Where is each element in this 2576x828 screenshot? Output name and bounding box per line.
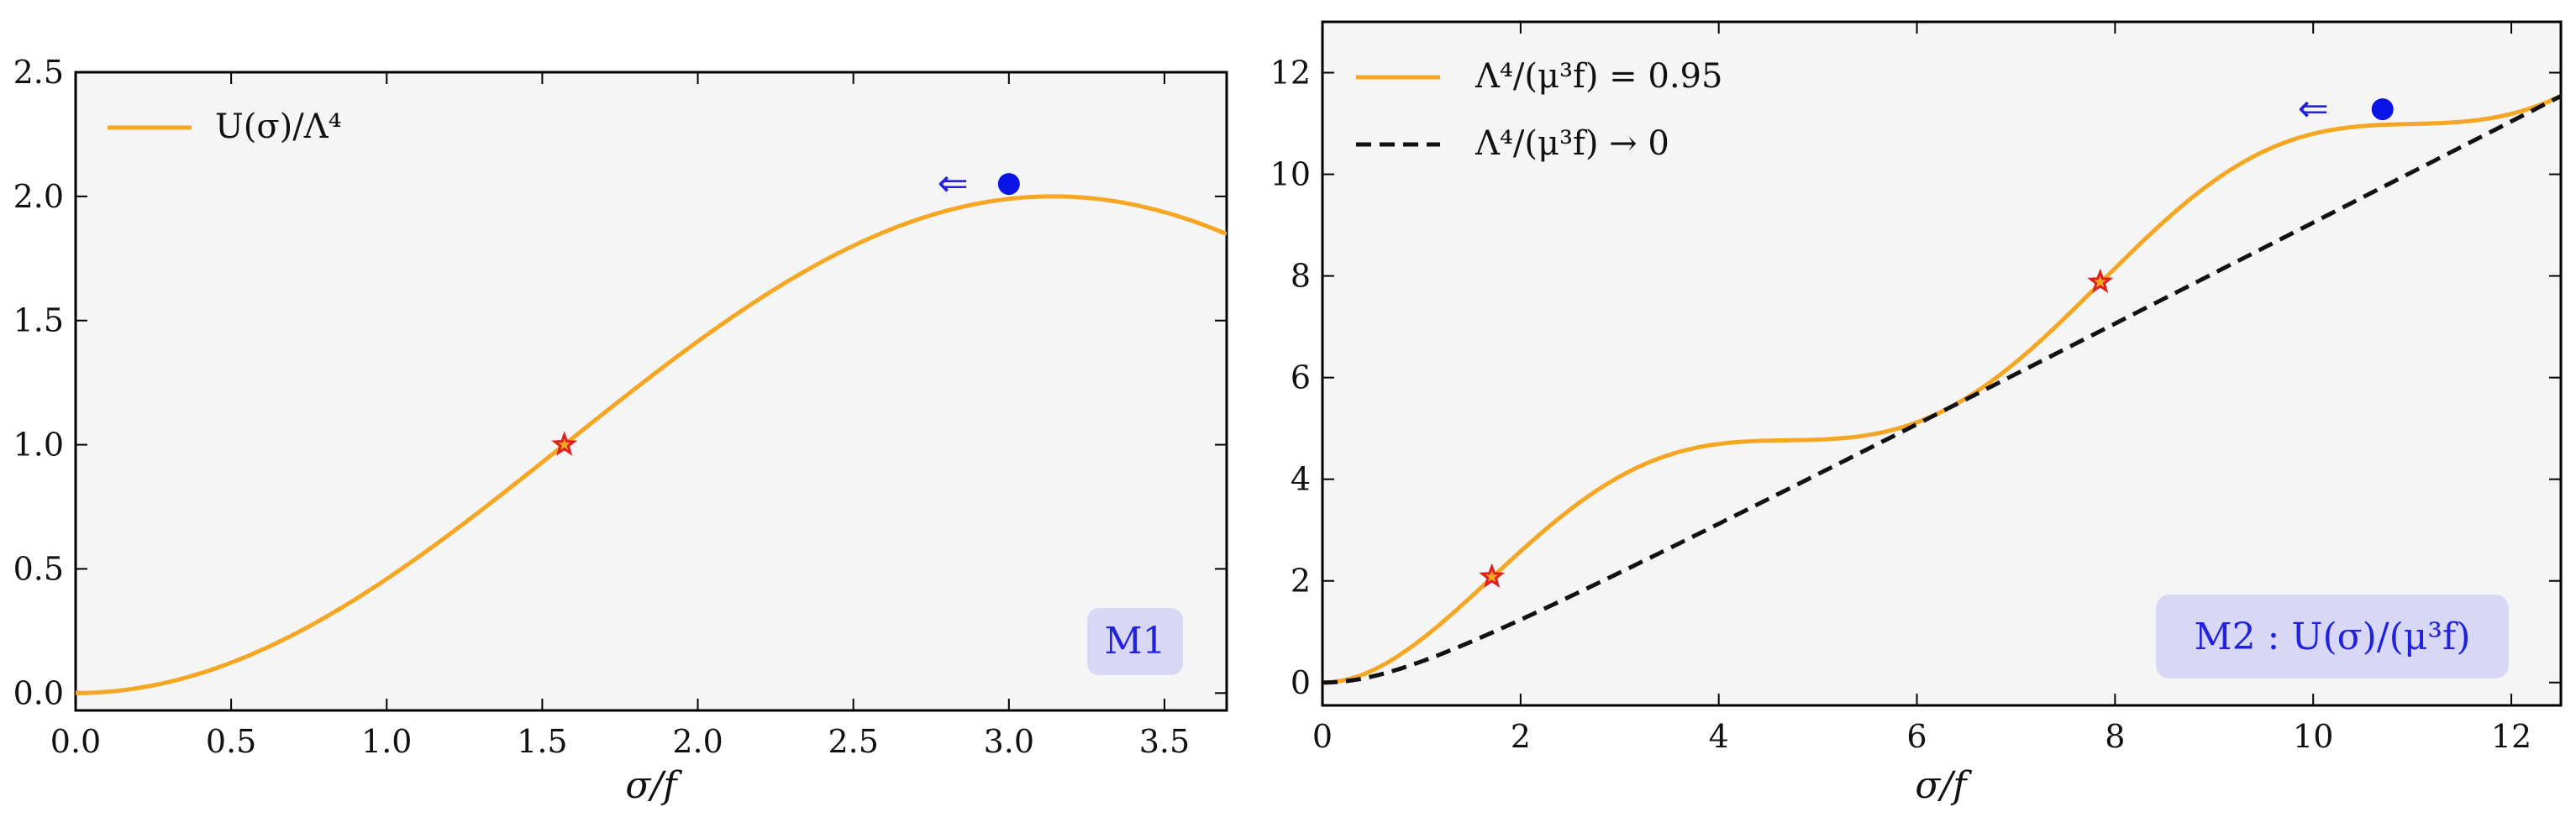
plot-area-m1	[74, 71, 1228, 712]
y-tick-label: 1.0	[13, 427, 64, 464]
series-line-solid	[1322, 93, 2561, 685]
series-line-solid	[76, 194, 1227, 695]
y-tick-label: 8	[1291, 258, 1311, 295]
x-tick-label: 1.0	[361, 723, 412, 760]
x-tick-label: 12	[2491, 718, 2531, 755]
y-tick-label: 2	[1291, 563, 1311, 600]
highlight-dot-marker	[2371, 98, 2394, 121]
x-tick-label: 8	[2105, 718, 2125, 755]
y-tick-label: 12	[1270, 55, 1311, 92]
badge-m2: M2 : U(σ)/(μ³f)	[2156, 595, 2509, 679]
panel-m2: 0 2 4 6 8 10 12 0 2 4 6 8 10 12 Λ⁴/(μ³f) = 0.95 Λ⁴/(μ…	[1270, 20, 2563, 807]
x-tick-label: 0.0	[50, 723, 101, 760]
y-tick-label: 0.0	[13, 674, 64, 711]
y-tick-label: 0	[1291, 664, 1311, 701]
x-axis-label-m2: σ/f	[1915, 764, 1972, 807]
badge-box-m2	[2156, 595, 2509, 679]
x-tick-label: 10	[2293, 718, 2333, 755]
series-line-dashed	[1322, 94, 2561, 685]
series-m2	[1322, 93, 2561, 685]
series-m1	[76, 194, 1227, 695]
x-axis-label-m1: σ/f	[625, 764, 682, 807]
star-marker	[2087, 268, 2114, 294]
x-tick-label: 2.0	[672, 723, 723, 760]
panel-m1: 0.0 0.5 1.0 1.5 2.0 2.5 3.0 3.5 0.0 0.5 1.0 1.5 2.0 2…	[13, 54, 1228, 807]
x-tick-label: 3.5	[1139, 723, 1190, 760]
x-tick-label: 3.0	[984, 723, 1034, 760]
ticks-m2: 0 2 4 6 8 10 12 0 2 4 6 8 10 12	[1270, 22, 2561, 755]
y-tick-label: 2.0	[13, 178, 64, 215]
y-tick-label: 0.5	[13, 550, 64, 587]
plot-area-m2	[1321, 20, 2563, 707]
legend-label-dashed-m2: Λ⁴/(μ³f) → 0	[1475, 124, 1669, 163]
arrow-symbol-m2: ⇐	[2298, 87, 2329, 130]
x-tick-label: 2	[1511, 718, 1531, 755]
badge-m1: M1	[1087, 608, 1183, 675]
legend-m2: Λ⁴/(μ³f) = 0.95 Λ⁴/(μ³f) → 0	[1356, 57, 1722, 163]
markers-m1	[551, 173, 1020, 456]
x-tick-label: 0.5	[206, 723, 256, 760]
x-tick-label: 6	[1906, 718, 1927, 755]
x-tick-label: 4	[1709, 718, 1729, 755]
x-tick-label: 0	[1312, 718, 1333, 755]
badge-label-m2: M2 : U(σ)/(μ³f)	[2195, 616, 2471, 658]
y-tick-label: 4	[1291, 461, 1311, 498]
badge-label-m1: M1	[1104, 620, 1165, 663]
arrow-symbol-m1: ⇐	[938, 162, 969, 205]
badge-box-m1	[1087, 608, 1183, 675]
y-tick-label: 6	[1291, 359, 1311, 396]
star-marker	[551, 431, 578, 456]
y-tick-label: 1.5	[13, 302, 64, 339]
legend-label-solid-m2: Λ⁴/(μ³f) = 0.95	[1475, 57, 1722, 96]
x-tick-label: 2.5	[828, 723, 878, 760]
highlight-dot-marker	[997, 173, 1020, 196]
y-tick-label: 10	[1270, 156, 1311, 193]
x-tick-label: 1.5	[517, 723, 567, 760]
ticks-m1: 0.0 0.5 1.0 1.5 2.0 2.5 3.0 3.5 0.0 0.5 1.0 1.5 2.0 2…	[13, 54, 1227, 760]
y-tick-label: 2.5	[13, 54, 64, 91]
legend-m1: U(σ)/Λ⁴	[108, 107, 342, 146]
star-marker	[1479, 563, 1506, 589]
markers-m2	[1479, 98, 2394, 589]
legend-label-m1: U(σ)/Λ⁴	[215, 107, 342, 146]
